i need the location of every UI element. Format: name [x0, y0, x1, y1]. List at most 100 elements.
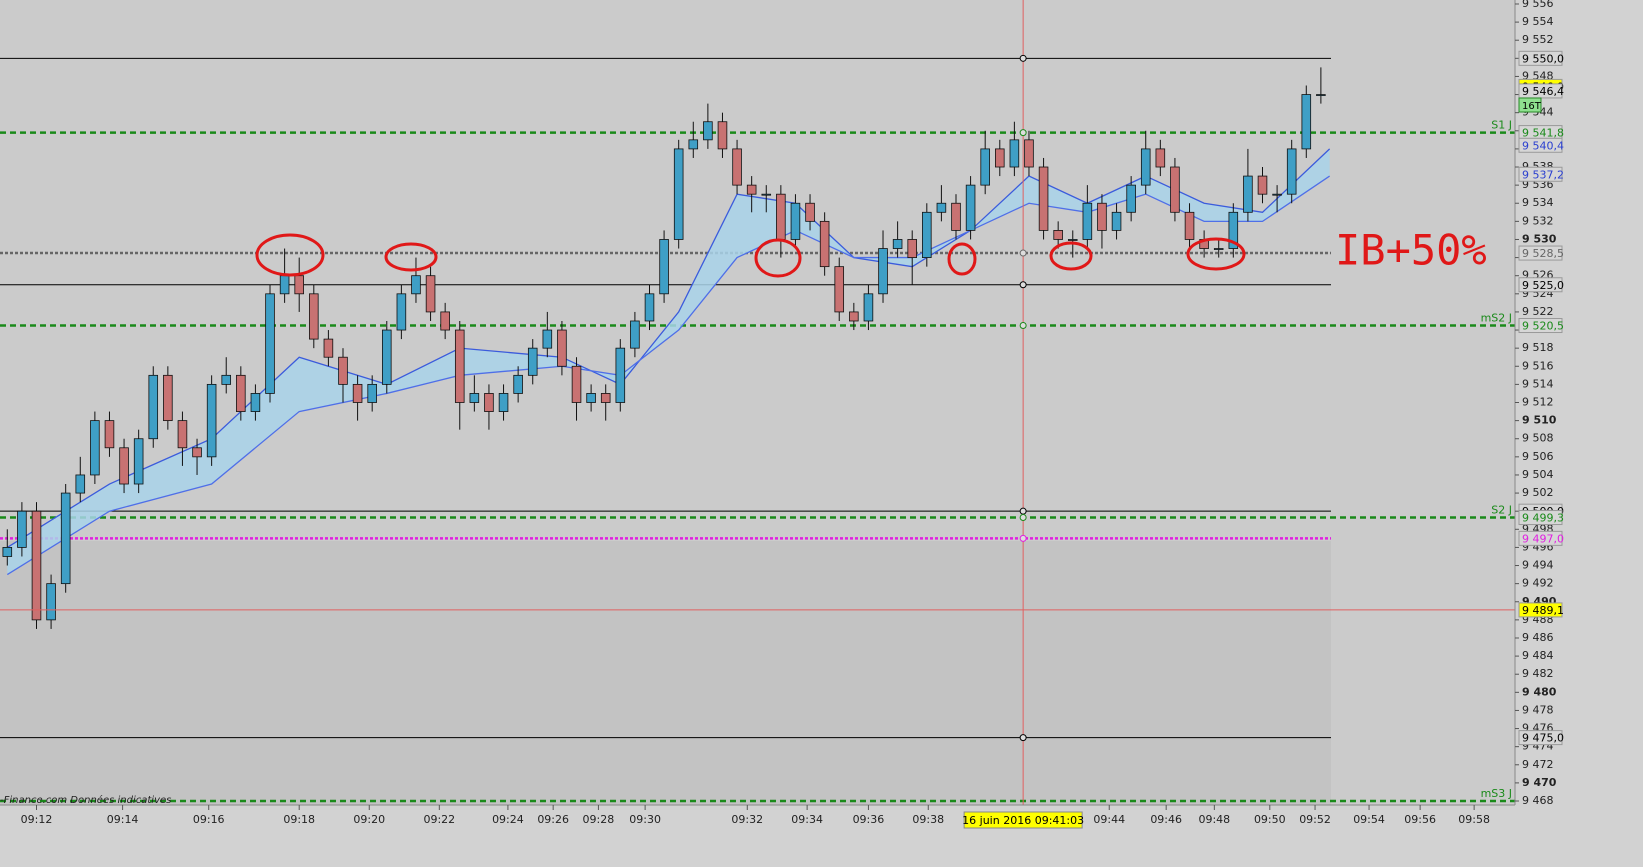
x-tick-label: 09:52	[1299, 813, 1331, 826]
candle-body	[571, 365, 582, 403]
candle-body	[1257, 175, 1268, 195]
candles	[2, 67, 1326, 629]
candle-body	[323, 338, 334, 358]
candle-body	[1184, 211, 1195, 240]
candle-body	[892, 239, 903, 249]
candle-body	[732, 148, 742, 186]
x-tick-label: 09:36	[853, 813, 885, 826]
y-tick-label: 9 486	[1522, 631, 1554, 644]
candle-body	[484, 393, 494, 412]
level-label: 9 528,5	[1522, 247, 1564, 260]
y-tick-label: 9 504	[1522, 468, 1554, 481]
candle-body	[644, 293, 655, 322]
candle-body	[425, 275, 436, 313]
level-name: mS2 J	[1481, 312, 1512, 325]
y-tick-label: 9 534	[1522, 196, 1554, 209]
level-label-box	[1518, 277, 1563, 293]
candle-body	[586, 393, 596, 403]
cursor-x-label-box	[963, 811, 1083, 829]
candle-body	[177, 420, 188, 449]
y-tick-label: 9 516	[1522, 359, 1554, 372]
candle-body	[192, 447, 202, 458]
y-tick-label: 9 556	[1522, 0, 1554, 10]
candle-body	[1097, 202, 1107, 231]
candle-body	[1155, 148, 1166, 168]
y-tick-label: 9 514	[1522, 377, 1554, 390]
level-label: 9 541,8	[1522, 127, 1564, 140]
x-tick-label: 09:38	[912, 813, 944, 826]
candle-body	[1024, 139, 1034, 168]
candle-body	[878, 248, 888, 295]
x-tick-label: 09:54	[1353, 813, 1385, 826]
candle-body	[498, 393, 509, 412]
candle-body	[717, 121, 728, 150]
candle-body	[761, 193, 772, 196]
candle-body	[703, 121, 713, 141]
x-tick-label: 09:30	[629, 813, 661, 826]
candle-body	[790, 202, 801, 240]
cursor-level-dot	[1019, 129, 1027, 137]
candle-body	[206, 383, 217, 458]
y-tick-label: 9 506	[1522, 450, 1554, 463]
candle-body	[104, 420, 115, 449]
candle-body	[995, 148, 1005, 168]
x-tick-label: 09:50	[1254, 813, 1286, 826]
candle-body	[1286, 148, 1297, 195]
cursor-y-label: 9 489,1	[1522, 604, 1564, 617]
cursor-level-dot	[1019, 322, 1027, 330]
price-label-box	[1518, 166, 1563, 182]
x-tick-label: 09:12	[21, 813, 53, 826]
x-tick-label: 09:34	[791, 813, 823, 826]
candle-body	[367, 383, 377, 403]
candle-body	[819, 220, 830, 268]
cursor-x-label: 16 juin 2016 09:41:03	[962, 814, 1084, 827]
price-labels: 9 550,09 541,89 528,59 525,09 520,59 500…	[1518, 50, 1564, 746]
cursor-level-dot	[1019, 534, 1027, 542]
y-tick-label: 9 480	[1522, 685, 1557, 698]
level-label: 9 475,0	[1522, 732, 1564, 745]
watermark: -Finance.com Données indicatives	[0, 794, 171, 806]
x-tick-label: 09:22	[423, 813, 455, 826]
x-tick-label: 09:28	[583, 813, 615, 826]
candle-body	[863, 293, 874, 322]
y-tick-label: 9 552	[1522, 33, 1554, 46]
x-tick-label: 09:44	[1093, 813, 1125, 826]
y-tick-label: 9 510	[1522, 414, 1557, 427]
annotation-circle	[947, 242, 977, 276]
level-label: 9 499,3	[1522, 512, 1564, 525]
candle-body	[90, 420, 100, 476]
level-label: 9 497,0	[1522, 532, 1564, 545]
candle-body	[688, 139, 699, 150]
candle-body	[980, 148, 990, 186]
candle-body	[557, 329, 567, 367]
candle-body	[936, 202, 947, 213]
price-label-box	[1518, 137, 1563, 153]
level-label-box	[1518, 530, 1563, 546]
timeframe-label: 16T	[1522, 101, 1542, 112]
candle-body	[965, 184, 976, 231]
candle-body	[133, 438, 144, 485]
candle-body	[922, 211, 932, 258]
candle-body	[60, 492, 71, 585]
candle-body	[1111, 211, 1122, 231]
candle-body	[163, 374, 173, 422]
plot-shade	[0, 541, 1331, 805]
cursor	[0, 0, 1515, 805]
x-tick-label: 09:58	[1458, 813, 1490, 826]
candle-body	[600, 393, 611, 403]
candle-body	[1009, 139, 1020, 168]
y-tick-label: 9 492	[1522, 577, 1554, 590]
annotations	[255, 233, 1246, 278]
candle-body	[542, 329, 553, 349]
candle-body	[2, 547, 13, 557]
y-tick-label: 9 494	[1522, 559, 1554, 572]
candle-body	[1082, 202, 1093, 240]
candle-body	[352, 383, 363, 403]
y-tick-label: 9 484	[1522, 649, 1554, 662]
candle-body	[265, 293, 275, 394]
candle-body	[776, 193, 786, 240]
y-tick-label: 9 502	[1522, 486, 1554, 499]
cursor-level-dot	[1019, 281, 1027, 289]
